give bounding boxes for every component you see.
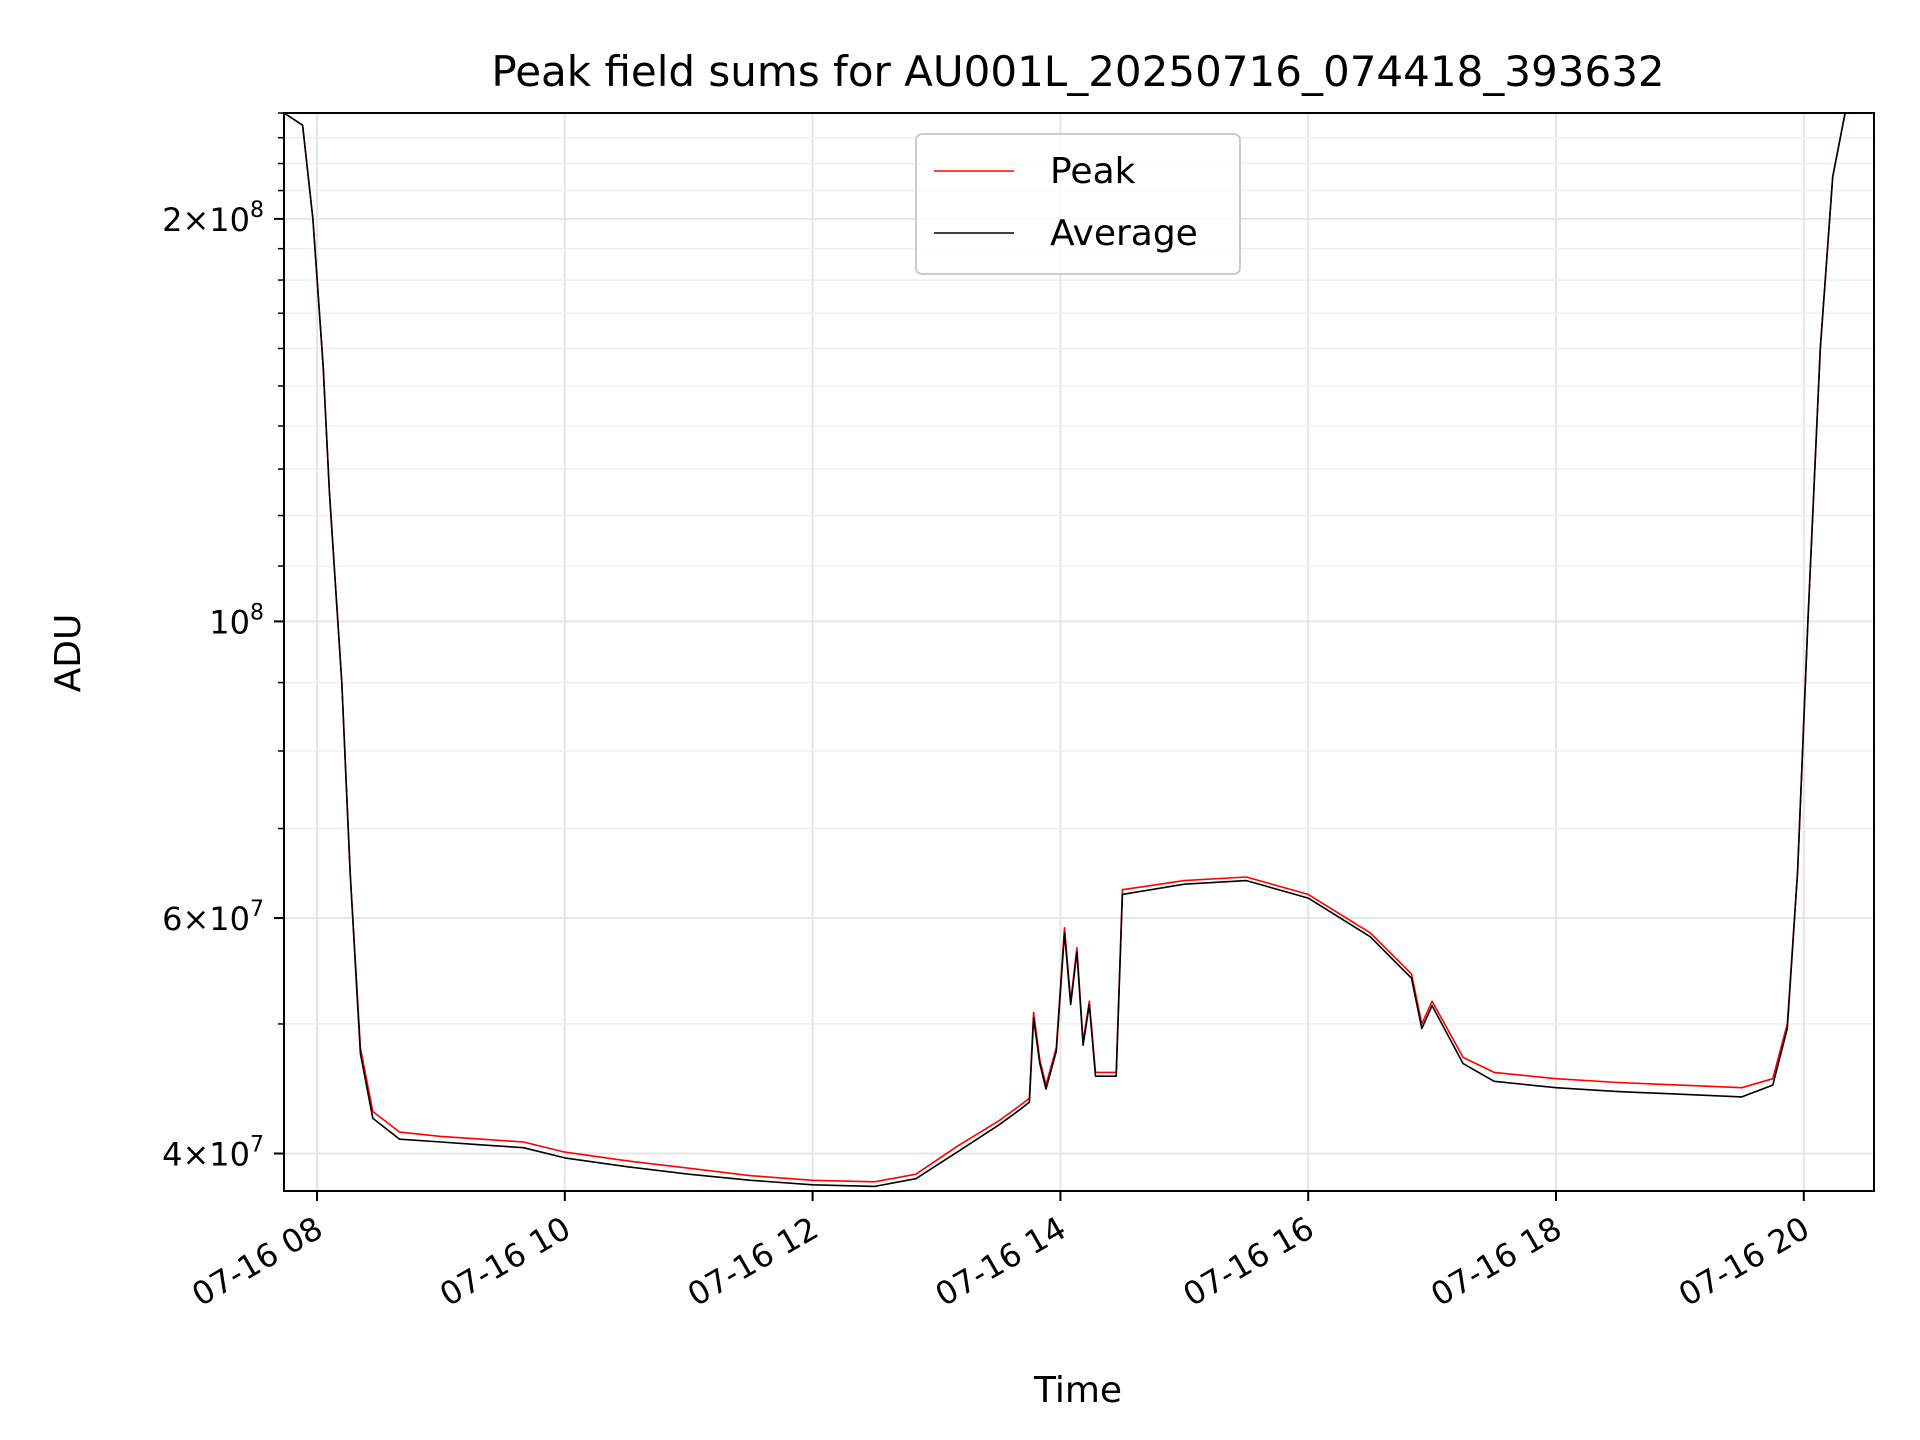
legend-label-average: Average <box>1050 213 1198 254</box>
series-line-peak <box>283 112 1874 1183</box>
plot-frame <box>283 112 1875 1192</box>
series-layer <box>283 112 1874 1188</box>
series-line-average <box>283 112 1874 1188</box>
y-axis: 4×107 6×107 108 2×108 <box>162 112 284 1174</box>
y-tick-label: 6×107 <box>162 897 264 938</box>
y-tick-label: 108 <box>209 600 264 641</box>
legend-box <box>915 133 1241 275</box>
legend-label-peak: Peak <box>1050 151 1136 192</box>
y-tick-label: 2×108 <box>162 198 264 239</box>
y-axis-label: ADU <box>48 614 89 693</box>
x-axis-label: Time <box>1033 1370 1122 1411</box>
legend: Peak Average <box>915 133 1241 275</box>
y-tick-label: 4×107 <box>162 1133 264 1174</box>
chart-title: Peak field sums for AU001L_20250716_0744… <box>491 47 1664 96</box>
